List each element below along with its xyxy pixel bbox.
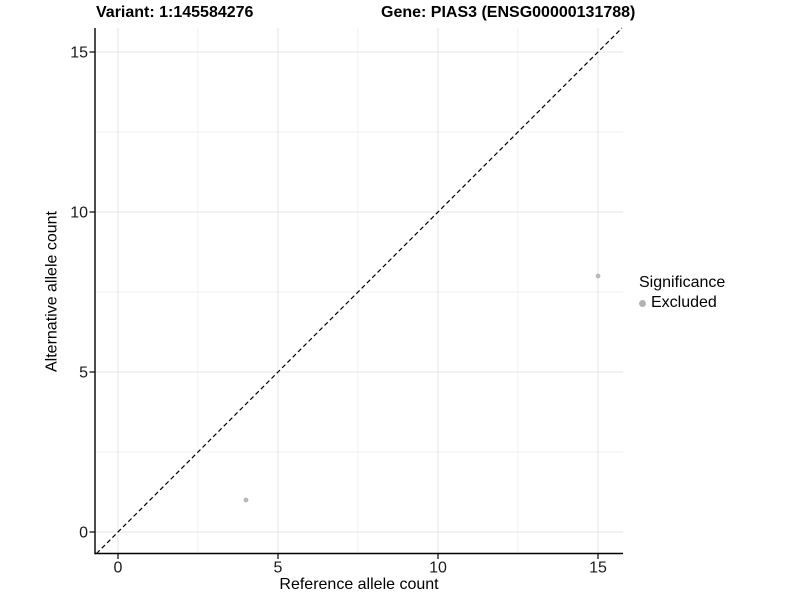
y-tick-label: 0 — [79, 525, 88, 542]
y-tick-label: 5 — [79, 365, 88, 382]
excluded-point-icon — [639, 299, 646, 307]
identity-dashed-line — [96, 27, 623, 554]
data-point — [595, 273, 601, 279]
plot-title-gene: Gene: PIAS3 (ENSG00000131788) — [381, 4, 636, 21]
data-point — [243, 497, 249, 503]
x-tick-label: 15 — [589, 560, 607, 577]
x-tick-label: 10 — [429, 560, 447, 577]
plot-title-variant: Variant: 1:145584276 — [96, 4, 254, 21]
y-tick-label: 15 — [70, 45, 88, 62]
legend: Significance Excluded — [639, 274, 725, 312]
legend-item-excluded: Excluded — [639, 294, 725, 312]
legend-item-label: Excluded — [651, 294, 717, 311]
legend-title: Significance — [639, 274, 726, 291]
y-axis-label: Alternative allele count — [43, 211, 61, 372]
x-axis-label: Reference allele count — [279, 576, 439, 593]
y-tick-label: 10 — [70, 205, 88, 222]
x-tick-label: 5 — [274, 560, 283, 577]
x-tick-label: 0 — [114, 560, 123, 577]
